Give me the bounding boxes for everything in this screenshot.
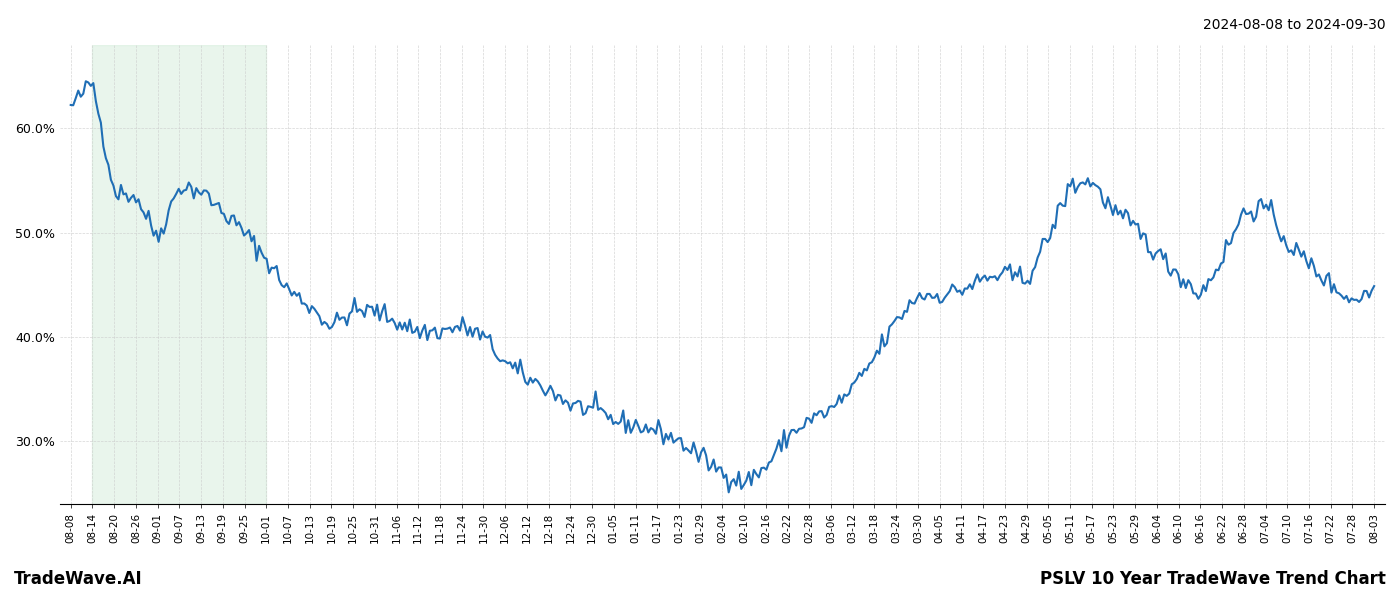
Text: PSLV 10 Year TradeWave Trend Chart: PSLV 10 Year TradeWave Trend Chart <box>1040 570 1386 588</box>
Text: 2024-08-08 to 2024-09-30: 2024-08-08 to 2024-09-30 <box>1204 18 1386 32</box>
Text: TradeWave.AI: TradeWave.AI <box>14 570 143 588</box>
Bar <box>92 45 266 504</box>
